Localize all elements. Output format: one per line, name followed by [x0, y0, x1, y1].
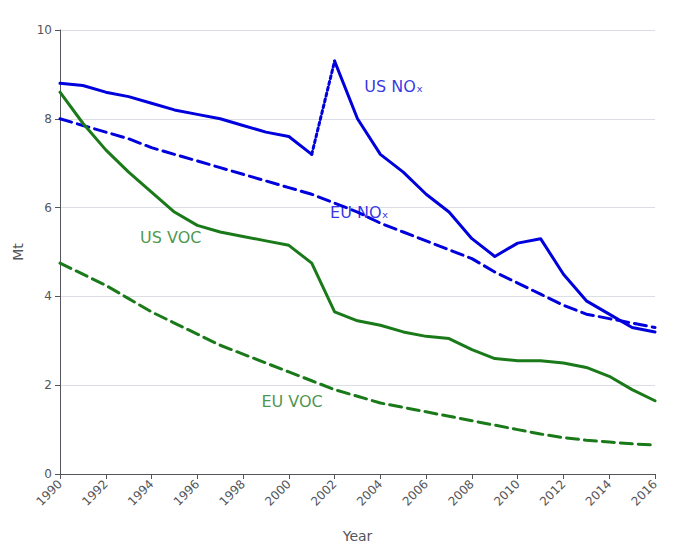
svg-text:US NOₓ: US NOₓ [364, 77, 423, 96]
svg-text:2010: 2010 [491, 477, 522, 508]
svg-text:1998: 1998 [217, 477, 248, 508]
svg-text:2000: 2000 [262, 477, 293, 508]
svg-text:1996: 1996 [171, 477, 202, 508]
svg-text:8: 8 [44, 112, 52, 126]
svg-text:0: 0 [44, 467, 52, 481]
svg-text:2014: 2014 [583, 477, 614, 508]
svg-text:2016: 2016 [628, 477, 659, 508]
svg-text:10: 10 [37, 23, 52, 37]
svg-text:2006: 2006 [400, 477, 431, 508]
svg-text:2: 2 [44, 378, 52, 392]
svg-text:2012: 2012 [537, 477, 568, 508]
svg-text:Mt: Mt [10, 243, 26, 261]
svg-text:1990: 1990 [33, 477, 64, 508]
svg-text:EU NOₓ: EU NOₓ [330, 203, 389, 222]
svg-text:6: 6 [44, 201, 52, 215]
svg-text:2008: 2008 [445, 477, 476, 508]
svg-text:2004: 2004 [354, 477, 385, 508]
svg-text:1994: 1994 [125, 477, 156, 508]
svg-text:Year: Year [342, 528, 373, 544]
svg-text:1992: 1992 [79, 477, 110, 508]
svg-text:4: 4 [44, 289, 52, 303]
svg-text:EU VOC: EU VOC [261, 392, 322, 411]
svg-text:US VOC: US VOC [140, 228, 201, 247]
svg-text:2002: 2002 [308, 477, 339, 508]
